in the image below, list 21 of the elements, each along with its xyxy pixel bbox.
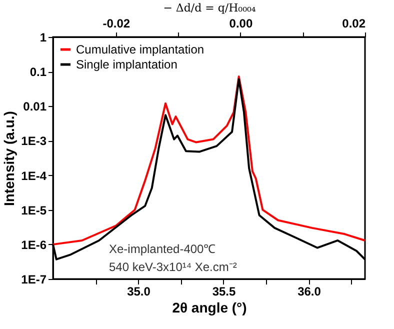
- y-tick-label: 1E-4: [21, 168, 47, 183]
- y-tick-label: 0.01: [23, 100, 47, 114]
- y-tick-label: 0.1: [30, 65, 47, 80]
- annotation: 540 keV-3x10¹⁴ Xe.cm⁻²: [109, 260, 237, 274]
- x2-tick-label: 0.00: [229, 16, 253, 30]
- x-tick-label: 35.5: [212, 284, 236, 298]
- x2-axis-title: − Δd/d = q/H₀₀₀₄: [163, 2, 256, 14]
- x2-tick-label: 0.02: [342, 16, 366, 30]
- y-tick-label: 1E-5: [21, 203, 47, 218]
- x-tick-label: 36.0: [298, 284, 322, 298]
- y-tick-label: 1E-3: [21, 134, 47, 148]
- y-tick-label: 1E-6: [21, 238, 47, 252]
- legend-label: Single implantation: [76, 58, 178, 72]
- y-axis-title: Intensity (a.u.): [1, 111, 18, 206]
- y-tick-label: 1E-7: [21, 272, 47, 286]
- x2-tick-label: -0.02: [102, 16, 130, 30]
- x-axis-title: 2θ angle (°): [172, 300, 247, 316]
- y-tick-label: 1: [40, 30, 47, 44]
- legend-label: Cumulative implantation: [76, 42, 204, 56]
- x-tick-label: 35.0: [127, 284, 151, 298]
- annotation: Xe-implanted-400℃: [109, 242, 216, 256]
